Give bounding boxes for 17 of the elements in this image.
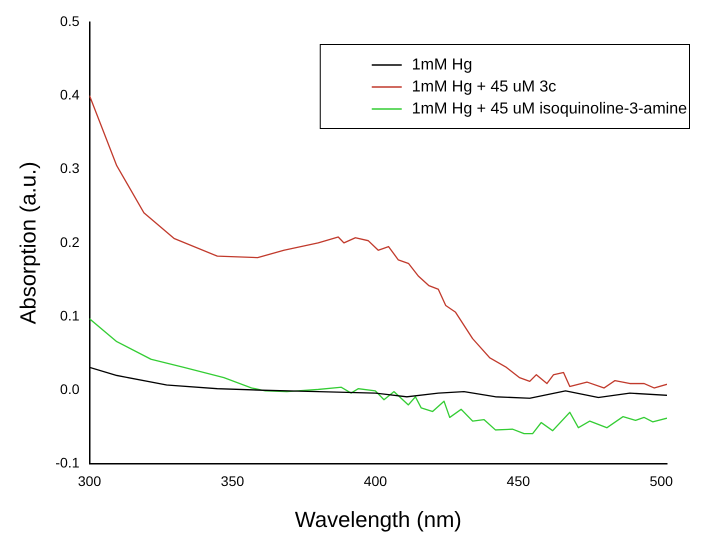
y-tick-label: 0.2: [60, 234, 80, 250]
x-tick-label: 350: [220, 473, 244, 490]
y-tick-label: 0.1: [60, 307, 80, 324]
y-tick-label: -0.1: [55, 454, 80, 471]
legend-label: 1mM Hg + 45 uM isoquinoline-3-amine: [412, 100, 688, 118]
y-axis-title: Absorption (a.u.): [15, 162, 40, 324]
y-tick-label: 0.5: [60, 12, 80, 29]
legend-label: 1mM Hg: [412, 56, 472, 74]
x-tick-label: 500: [650, 473, 674, 490]
y-tick-label: 0.0: [60, 381, 80, 398]
y-tick-label: 0.3: [60, 160, 80, 176]
x-tick-label: 450: [506, 473, 530, 490]
x-axis-title: Wavelength (nm): [294, 506, 462, 532]
x-tick-label: 400: [364, 473, 388, 490]
legend-label: 1mM Hg + 45 uM 3c: [412, 78, 556, 96]
x-tick-label: 300: [78, 473, 102, 490]
y-tick-label: 0.4: [60, 86, 80, 102]
